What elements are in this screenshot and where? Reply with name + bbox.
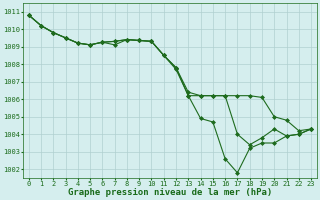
X-axis label: Graphe pression niveau de la mer (hPa): Graphe pression niveau de la mer (hPa) (68, 188, 272, 197)
